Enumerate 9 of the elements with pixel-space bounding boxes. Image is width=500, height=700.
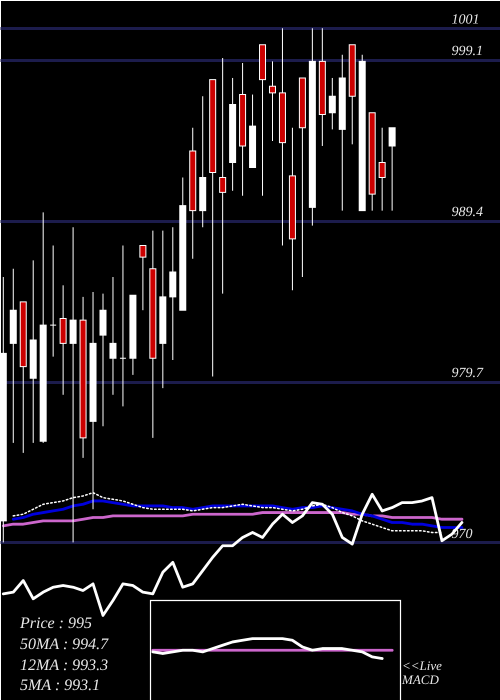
annotation: 50MA : 994.7: [20, 636, 110, 653]
y-tick-label: 989.4: [452, 205, 483, 220]
annotation: Price : 995: [19, 615, 92, 632]
annotation: <<Live MACD: [401, 658, 442, 687]
annotation: 12MA : 993.3: [20, 657, 108, 674]
annotation: 5MA : 993.1: [20, 677, 100, 694]
y-tick-label: 1001: [452, 12, 480, 28]
y-tick-label: 999.1: [452, 44, 483, 60]
y-tick-label: 979.7: [452, 366, 484, 382]
